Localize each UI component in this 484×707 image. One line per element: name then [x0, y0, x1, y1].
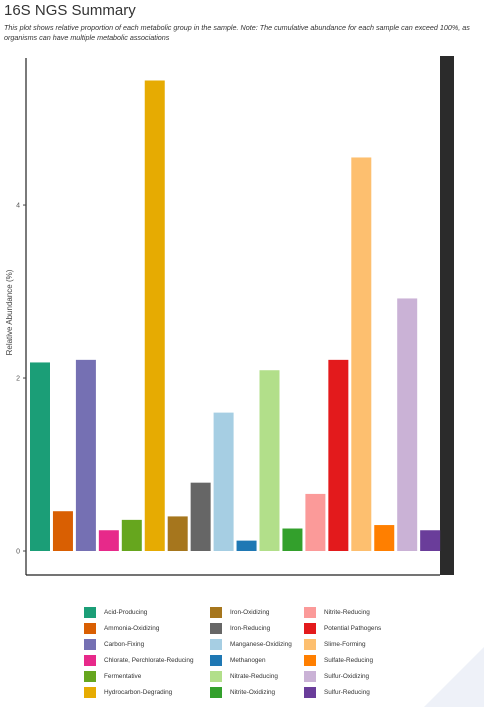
legend-swatch	[210, 638, 222, 650]
legend-item: Slime-Forming	[304, 638, 366, 650]
bar-6	[144, 80, 165, 551]
legend-swatch	[84, 654, 96, 666]
legend-swatch	[84, 622, 96, 634]
legend-label: Sulfate-Reducing	[324, 656, 374, 664]
legend-label: Slime-Forming	[324, 640, 366, 648]
legend-label: Methanogen	[230, 656, 266, 664]
y-axis-title: Relative Abundance (%)	[5, 269, 14, 355]
legend-item: Hydrocarbon-Degrading	[84, 686, 172, 698]
legend-swatch	[210, 622, 222, 634]
legend-label: Chlorate, Perchlorate-Reducing	[104, 656, 194, 664]
legend-item: Iron-Oxidizing	[210, 606, 269, 618]
bar-11	[259, 370, 280, 551]
bar-17	[397, 298, 418, 551]
legend-label: Sulfur-Reducing	[324, 688, 370, 696]
bar-4	[98, 530, 119, 551]
y-tick-label: 2	[16, 376, 20, 383]
bar-16	[374, 525, 395, 551]
bar-13	[305, 493, 326, 551]
side-panel-strip	[440, 56, 454, 575]
legend-swatch	[304, 654, 316, 666]
legend-label: Acid-Producing	[104, 608, 148, 616]
legend-label: Iron-Oxidizing	[230, 608, 270, 616]
bar-9	[213, 412, 234, 551]
bar-7	[167, 516, 188, 551]
legend-item: Nitrite-Reducing	[304, 606, 370, 618]
y-tick-label: 4	[16, 203, 20, 210]
legend-item: Nitrite-Oxidizing	[210, 686, 275, 698]
legend-swatch	[210, 606, 222, 618]
legend-label: Nitrite-Oxidizing	[230, 688, 276, 696]
legend-swatch	[84, 686, 96, 698]
decorative-corner	[424, 647, 484, 707]
legend-item: Acid-Producing	[84, 606, 147, 618]
legend-swatch	[210, 686, 222, 698]
legend-item: Sulfur-Reducing	[304, 686, 370, 698]
legend-item: Potential Pathogens	[304, 622, 381, 634]
bar-12	[282, 528, 303, 551]
legend-item: Nitrate-Reducing	[210, 670, 278, 682]
legend-swatch	[84, 606, 96, 618]
legend-item: Carbon-Fixing	[84, 638, 144, 650]
legend-item: Sulfur-Oxidizing	[304, 670, 369, 682]
bar-chart: 0 2 4 Relative Abundance (%)	[5, 56, 454, 576]
legend-swatch	[304, 606, 316, 618]
page-title: 16S NGS Summary	[4, 2, 136, 19]
legend-label: Fermentative	[104, 672, 142, 680]
legend-swatch	[304, 638, 316, 650]
legend-item: Fermentative	[84, 670, 141, 682]
bar-14	[328, 359, 349, 551]
legend-label: Nitrite-Reducing	[324, 608, 370, 616]
bar-18	[420, 530, 441, 551]
legend-label: Carbon-Fixing	[104, 640, 145, 648]
bar-2	[52, 511, 73, 551]
bar-10	[236, 540, 257, 551]
legend-label: Ammonia-Oxidizing	[104, 624, 160, 632]
legend-swatch	[304, 686, 316, 698]
legend-label: Iron-Reducing	[230, 624, 271, 632]
bar-5	[121, 519, 142, 551]
legend-swatch	[304, 670, 316, 682]
bar-1	[30, 362, 50, 551]
legend-label: Sulfur-Oxidizing	[324, 672, 370, 680]
bar-15	[351, 157, 372, 551]
legend-item: Methanogen	[210, 654, 266, 666]
legend-swatch	[304, 622, 316, 634]
legend-label: Potential Pathogens	[324, 624, 382, 632]
bar-3	[75, 359, 96, 551]
legend-item: Iron-Reducing	[210, 622, 270, 634]
legend-swatch	[84, 670, 96, 682]
legend-swatch	[84, 638, 96, 650]
legend-label: Manganese-Oxidizing	[230, 640, 292, 648]
legend-label: Hydrocarbon-Degrading	[104, 688, 173, 696]
legend-item: Sulfate-Reducing	[304, 654, 373, 666]
y-tick-label: 0	[16, 549, 20, 556]
legend-item: Ammonia-Oxidizing	[84, 622, 159, 634]
bar-8	[190, 482, 211, 551]
legend-swatch	[210, 654, 222, 666]
page-subtitle: This plot shows relative proportion of e…	[4, 23, 470, 42]
legend-item: Chlorate, Perchlorate-Reducing	[84, 654, 194, 666]
legend-label: Nitrate-Reducing	[230, 672, 278, 680]
legend-item: Manganese-Oxidizing	[210, 638, 292, 650]
legend-swatch	[210, 670, 222, 682]
